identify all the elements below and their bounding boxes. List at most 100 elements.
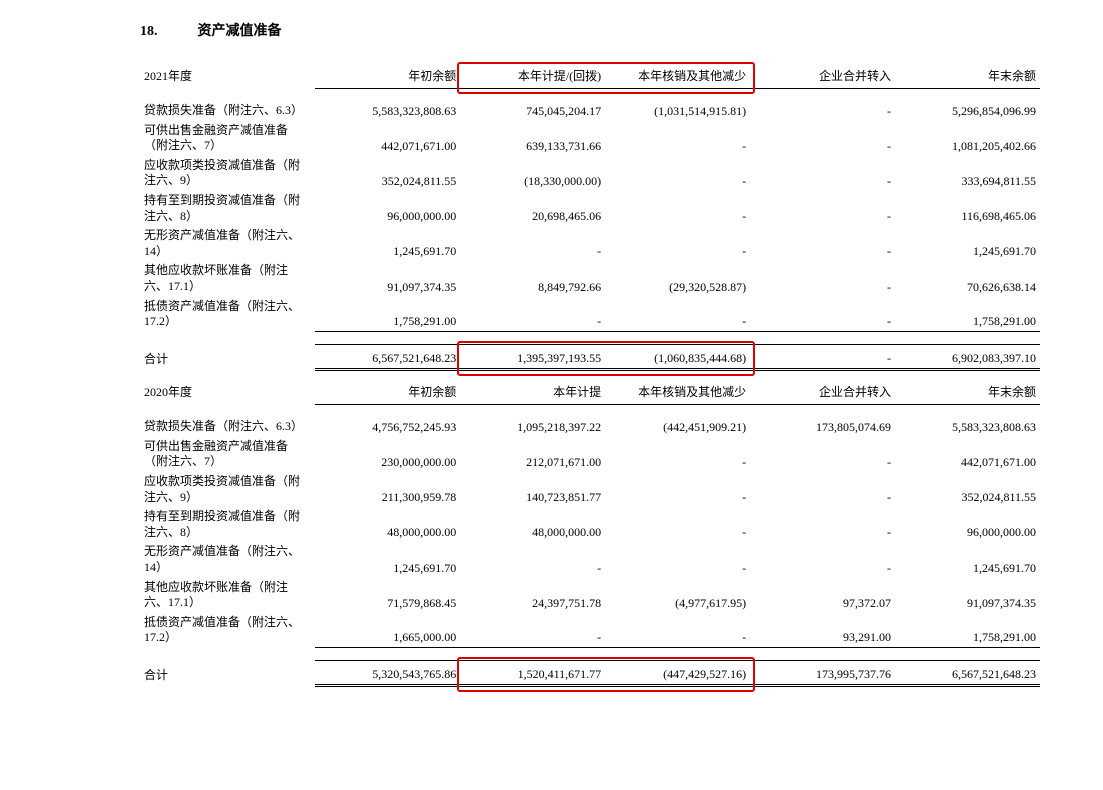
total-value: 5,320,543,765.86 (315, 661, 460, 686)
cell-value: - (605, 226, 750, 261)
row-label: 应收款项类投资减值准备（附注六、9） (140, 156, 315, 191)
cell-value: (1,031,514,915.81) (605, 101, 750, 121)
column-header: 企业合并转入 (750, 381, 895, 405)
total-value: 1,395,397,193.55 (460, 345, 605, 370)
row-label: 持有至到期投资减值准备（附注六、8） (140, 191, 315, 226)
row-label: 无形资产减值准备（附注六、14） (140, 226, 315, 261)
year-label: 2020年度 (140, 381, 315, 405)
table-row: 应收款项类投资减值准备（附注六、9）211,300,959.78140,723,… (140, 472, 1040, 507)
total-label: 合计 (140, 661, 315, 686)
table-row: 抵债资产减值准备（附注六、17.2）1,665,000.00--93,291.0… (140, 613, 1040, 648)
cell-value: - (460, 542, 605, 577)
cell-value: - (750, 226, 895, 261)
table-block-0: 2021年度年初余额本年计提/(回拨)本年核销及其他减少企业合并转入年末余额贷款… (40, 65, 1063, 371)
cell-value: - (605, 613, 750, 648)
cell-value: - (750, 156, 895, 191)
table-row: 其他应收款坏账准备（附注六、17.1）91,097,374.358,849,79… (140, 261, 1040, 296)
cell-value: 442,071,671.00 (895, 437, 1040, 472)
table-row: 其他应收款坏账准备（附注六、17.1）71,579,868.4524,397,7… (140, 578, 1040, 613)
row-label: 可供出售金融资产减值准备（附注六、7） (140, 121, 315, 156)
cell-value: 230,000,000.00 (315, 437, 460, 472)
table-wrapper: 2020年度年初余额本年计提本年核销及其他减少企业合并转入年末余额贷款损失准备（… (140, 381, 1063, 687)
cell-value: 1,245,691.70 (895, 542, 1040, 577)
cell-value: - (460, 613, 605, 648)
column-header: 年初余额 (315, 381, 460, 405)
total-value: 6,567,521,648.23 (315, 345, 460, 370)
cell-value: 97,372.07 (750, 578, 895, 613)
cell-value: 96,000,000.00 (315, 191, 460, 226)
total-value: 1,520,411,671.77 (460, 661, 605, 686)
table-row: 持有至到期投资减值准备（附注六、8）96,000,000.0020,698,46… (140, 191, 1040, 226)
column-header: 本年核销及其他减少 (605, 65, 750, 89)
section-header: 18. 资产减值准备 (140, 20, 1063, 40)
cell-value: - (605, 437, 750, 472)
cell-value: - (605, 121, 750, 156)
cell-value: (18,330,000.00) (460, 156, 605, 191)
cell-value: 140,723,851.77 (460, 472, 605, 507)
row-label: 持有至到期投资减值准备（附注六、8） (140, 507, 315, 542)
cell-value: - (460, 226, 605, 261)
cell-value: - (750, 437, 895, 472)
cell-value: 1,758,291.00 (895, 297, 1040, 332)
column-header: 本年核销及其他减少 (605, 381, 750, 405)
total-value: 6,567,521,648.23 (895, 661, 1040, 686)
row-label: 其他应收款坏账准备（附注六、17.1） (140, 578, 315, 613)
cell-value: - (605, 507, 750, 542)
cell-value: 48,000,000.00 (460, 507, 605, 542)
row-label: 可供出售金融资产减值准备（附注六、7） (140, 437, 315, 472)
cell-value: - (750, 191, 895, 226)
table-wrapper: 2021年度年初余额本年计提/(回拨)本年核销及其他减少企业合并转入年末余额贷款… (140, 65, 1063, 371)
financial-table: 2020年度年初余额本年计提本年核销及其他减少企业合并转入年末余额贷款损失准备（… (140, 381, 1040, 687)
cell-value: 71,579,868.45 (315, 578, 460, 613)
cell-value: - (750, 261, 895, 296)
table-row: 贷款损失准备（附注六、6.3）5,583,323,808.63745,045,2… (140, 101, 1040, 121)
cell-value: 5,296,854,096.99 (895, 101, 1040, 121)
total-value: (1,060,835,444.68) (605, 345, 750, 370)
section-number: 18. (140, 24, 158, 40)
cell-value: - (750, 121, 895, 156)
cell-value: 745,045,204.17 (460, 101, 605, 121)
table-row: 可供出售金融资产减值准备（附注六、7）442,071,671.00639,133… (140, 121, 1040, 156)
cell-value: 116,698,465.06 (895, 191, 1040, 226)
cell-value: - (750, 472, 895, 507)
financial-table: 2021年度年初余额本年计提/(回拨)本年核销及其他减少企业合并转入年末余额贷款… (140, 65, 1040, 371)
column-header: 年初余额 (315, 65, 460, 89)
cell-value: 352,024,811.55 (315, 156, 460, 191)
row-label: 其他应收款坏账准备（附注六、17.1） (140, 261, 315, 296)
cell-value: 5,583,323,808.63 (895, 417, 1040, 437)
row-label: 抵债资产减值准备（附注六、17.2） (140, 613, 315, 648)
cell-value: 70,626,638.14 (895, 261, 1040, 296)
cell-value: 1,245,691.70 (315, 226, 460, 261)
cell-value: 20,698,465.06 (460, 191, 605, 226)
cell-value: - (750, 297, 895, 332)
cell-value: 5,583,323,808.63 (315, 101, 460, 121)
total-value: 173,995,737.76 (750, 661, 895, 686)
cell-value: 333,694,811.55 (895, 156, 1040, 191)
cell-value: 1,758,291.00 (315, 297, 460, 332)
cell-value: - (605, 472, 750, 507)
total-label: 合计 (140, 345, 315, 370)
table-row: 持有至到期投资减值准备（附注六、8）48,000,000.0048,000,00… (140, 507, 1040, 542)
cell-value: (29,320,528.87) (605, 261, 750, 296)
cell-value: 91,097,374.35 (315, 261, 460, 296)
column-header: 企业合并转入 (750, 65, 895, 89)
cell-value: - (750, 507, 895, 542)
cell-value: 639,133,731.66 (460, 121, 605, 156)
total-value: (447,429,527.16) (605, 661, 750, 686)
row-label: 贷款损失准备（附注六、6.3） (140, 417, 315, 437)
table-row: 无形资产减值准备（附注六、14）1,245,691.70---1,245,691… (140, 542, 1040, 577)
column-header: 本年计提/(回拨) (460, 65, 605, 89)
total-value: 6,902,083,397.10 (895, 345, 1040, 370)
cell-value: - (605, 156, 750, 191)
cell-value: 1,758,291.00 (895, 613, 1040, 648)
cell-value: 212,071,671.00 (460, 437, 605, 472)
table-row: 应收款项类投资减值准备（附注六、9）352,024,811.55(18,330,… (140, 156, 1040, 191)
row-label: 应收款项类投资减值准备（附注六、9） (140, 472, 315, 507)
cell-value: (4,977,617.95) (605, 578, 750, 613)
cell-value: 1,245,691.70 (315, 542, 460, 577)
total-row: 合计5,320,543,765.861,520,411,671.77(447,4… (140, 661, 1040, 686)
cell-value: 173,805,074.69 (750, 417, 895, 437)
cell-value: 211,300,959.78 (315, 472, 460, 507)
cell-value: 91,097,374.35 (895, 578, 1040, 613)
year-label: 2021年度 (140, 65, 315, 89)
